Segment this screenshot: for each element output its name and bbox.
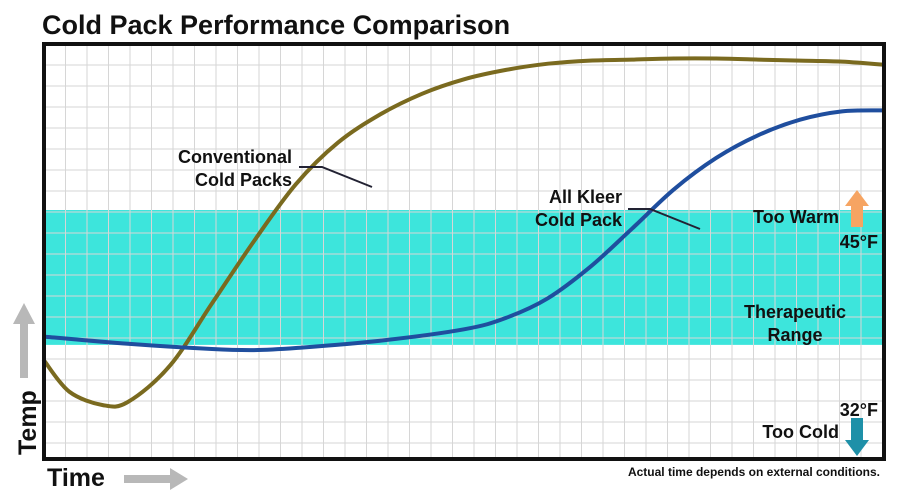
too-cold-label: Too Cold bbox=[762, 422, 839, 442]
cold-arrow-icon bbox=[845, 418, 869, 456]
conventional-label-line2: Cold Packs bbox=[195, 170, 292, 190]
allkleer-label-line1: All Kleer bbox=[549, 187, 622, 207]
conventional-leader-line bbox=[299, 166, 373, 188]
too-warm-label: Too Warm bbox=[753, 207, 839, 227]
therapeutic-band bbox=[44, 210, 884, 345]
band-layer bbox=[44, 210, 884, 345]
conventional-cold-packs-line bbox=[42, 56, 886, 409]
band-low-label: 32°F bbox=[840, 400, 878, 420]
y-axis-arrow-icon bbox=[13, 303, 35, 378]
warm-arrow-icon bbox=[845, 190, 869, 227]
band-high-label: 45°F bbox=[840, 232, 878, 252]
y-axis-label: Temp bbox=[14, 390, 42, 455]
plot-frame bbox=[42, 42, 886, 461]
all-kleer-cold-pack-line bbox=[42, 108, 886, 353]
band-label-line1: Therapeutic bbox=[744, 302, 846, 322]
chart-title: Cold Pack Performance Comparison bbox=[42, 10, 510, 40]
x-axis-label: Time bbox=[47, 464, 105, 492]
x-axis-arrow-icon bbox=[124, 468, 188, 490]
allkleer-label-line2: Cold Pack bbox=[535, 210, 623, 230]
band-label-line2: Range bbox=[767, 325, 822, 345]
footnote: Actual time depends on external conditio… bbox=[628, 465, 880, 479]
allkleer-leader-line bbox=[628, 208, 701, 230]
series-layer bbox=[42, 56, 886, 409]
conventional-label-line1: Conventional bbox=[178, 147, 292, 167]
